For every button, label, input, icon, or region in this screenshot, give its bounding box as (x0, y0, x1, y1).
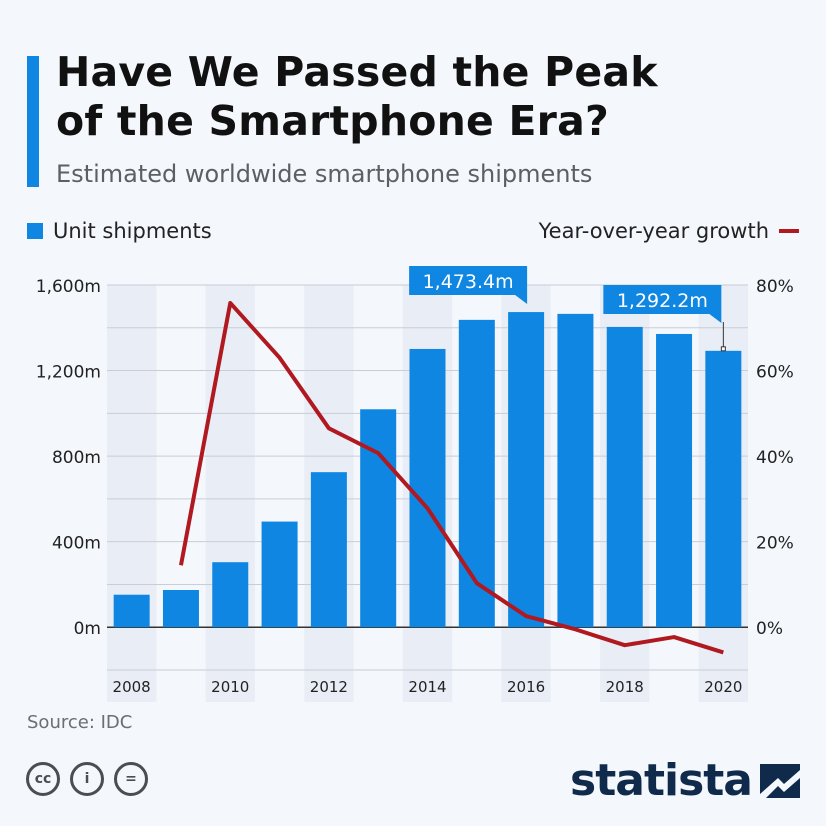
statista-logo: statista (570, 755, 800, 806)
page-title: Have We Passed the Peak of the Smartphon… (56, 48, 658, 146)
x-tick-label: 2012 (310, 678, 348, 696)
bar-2014 (409, 348, 446, 628)
legend-label-bars: Unit shipments (53, 219, 212, 243)
attribution-icon[interactable]: i (70, 762, 104, 796)
y-left-tick-label: 400m (52, 534, 101, 554)
bar-2012 (310, 472, 347, 628)
bar-2015 (458, 319, 495, 628)
bar-2020 (705, 350, 742, 628)
legend-line: Year-over-year growth (539, 219, 799, 243)
x-tick-label: 2020 (704, 678, 742, 696)
legend-bars: Unit shipments (27, 219, 212, 243)
y-right-tick-label: 0% (756, 619, 783, 639)
column-band (107, 285, 157, 702)
logo-mark-icon (760, 763, 800, 798)
y-left-tick-label: 1,600m (36, 277, 101, 297)
y-right-tick-label: 80% (756, 277, 794, 297)
logo-text: statista (570, 755, 753, 806)
annotation-label: 1,473.4m (423, 271, 514, 293)
y-left-tick-label: 1,200m (36, 363, 101, 383)
title-line-2: of the Smartphone Era? (56, 97, 609, 145)
no-derivatives-icon[interactable]: = (114, 762, 148, 796)
x-tick-label: 2016 (507, 678, 545, 696)
y-right-tick-label: 40% (756, 448, 794, 468)
cc-icon[interactable]: cc (26, 762, 60, 796)
x-tick-label: 2014 (408, 678, 446, 696)
annotation-box (409, 266, 528, 295)
title-line-1: Have We Passed the Peak (56, 48, 658, 96)
x-tick-label: 2008 (113, 678, 151, 696)
annotation-pointer (515, 295, 528, 304)
legend-swatch-line (779, 229, 799, 233)
bar-2019 (656, 333, 693, 628)
column-band (205, 285, 255, 702)
y-right-tick-label: 20% (756, 534, 794, 554)
legend-label-line: Year-over-year growth (538, 219, 769, 243)
subtitle: Estimated worldwide smartphone shipments (56, 160, 593, 188)
growth-line (178, 300, 724, 655)
bar-2013 (360, 409, 397, 628)
annotation-box (603, 285, 722, 314)
annotation-marker (720, 346, 726, 352)
accent-bar (27, 56, 39, 187)
annotation-pointer (709, 314, 722, 323)
legend-swatch-bar (27, 223, 43, 239)
x-tick-label: 2010 (211, 678, 249, 696)
bar-2008 (113, 594, 150, 628)
annotation-label: 1,292.2m (617, 290, 708, 312)
bar-2010 (212, 562, 249, 628)
y-right-tick-label: 60% (756, 363, 794, 383)
bar-2018 (606, 326, 643, 628)
bar-2009 (162, 590, 199, 628)
bar-2016 (508, 312, 545, 628)
x-tick-label: 2018 (606, 678, 644, 696)
bar-2017 (557, 313, 594, 628)
y-left-tick-label: 800m (52, 448, 101, 468)
bar-2011 (261, 521, 298, 628)
source: Source: IDC (27, 712, 133, 733)
y-left-tick-label: 0m (74, 619, 101, 639)
